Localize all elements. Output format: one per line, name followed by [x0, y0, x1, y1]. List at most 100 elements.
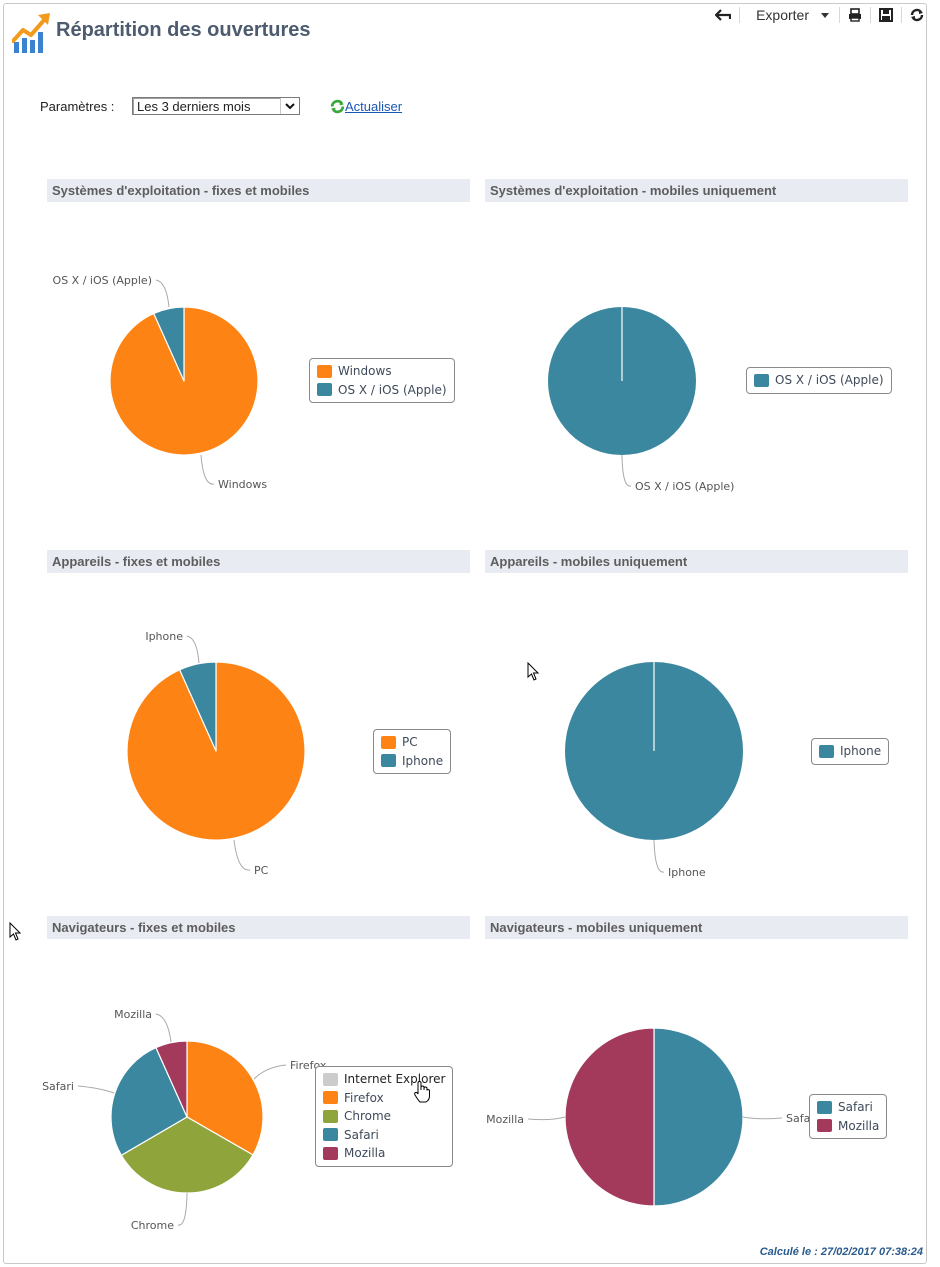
data-label: PC [254, 864, 269, 877]
toolbar-divider [901, 7, 902, 23]
refresh-link-label[interactable]: Actualiser [345, 98, 403, 114]
legend-browsers-mobile: Safari Mozilla [809, 1094, 888, 1139]
data-label-connector [253, 1064, 287, 1080]
pie-slice-mozilla[interactable] [155, 1040, 188, 1118]
toolbar-divider [739, 7, 741, 23]
data-label: Mozilla [486, 1113, 524, 1126]
data-label: Windows [218, 478, 267, 491]
toolbar: Exporter [707, 6, 924, 24]
data-label: OS X / iOS (Apple) [635, 480, 734, 493]
refresh-icon [910, 8, 924, 22]
data-label-connector [155, 279, 170, 308]
pie-slice-os-x-ios-apple-[interactable] [153, 306, 185, 382]
legend-item[interactable]: Iphone [381, 752, 443, 771]
back-button[interactable] [707, 6, 739, 24]
pie-slice-safari[interactable] [110, 1047, 188, 1156]
page-title: Répartition des ouvertures [56, 19, 311, 41]
save-icon [879, 8, 893, 22]
hand-pointer-icon [414, 1081, 430, 1103]
parameters-bar: Paramètres : Les 3 derniers mois Actuali… [40, 97, 402, 115]
legend-swatch [817, 1100, 832, 1114]
mouse-pointer-icon [9, 922, 22, 941]
period-select[interactable]: Les 3 derniers mois [132, 97, 300, 115]
legend-item[interactable]: OS X / iOS (Apple) [754, 371, 884, 390]
toolbar-divider [839, 7, 840, 23]
legend-item[interactable]: Safari [323, 1126, 445, 1145]
legend-swatch [754, 373, 769, 387]
legend-devices-all: PC Iphone [373, 729, 452, 774]
refresh-link[interactable]: Actualiser [330, 99, 402, 114]
legend-swatch [323, 1072, 338, 1086]
legend-item[interactable]: PC [381, 733, 443, 752]
data-label: Safari [42, 1080, 74, 1093]
legend-item[interactable]: Safari [817, 1098, 879, 1117]
legend-item[interactable]: OS X / iOS (Apple) [317, 381, 447, 400]
legend-swatch [317, 364, 332, 378]
legend-swatch [323, 1128, 338, 1142]
refresh-green-icon [330, 99, 345, 113]
data-label-connector [621, 454, 632, 487]
pie-group-0: Windows OS X / iOS (Apple) [53, 274, 268, 491]
panel-title-os-all: Systèmes d'exploitation - fixes et mobil… [47, 179, 470, 202]
legend-swatch [317, 383, 332, 397]
pie-slice-chrome[interactable] [120, 1116, 254, 1194]
data-label-connector [186, 635, 200, 664]
back-arrow-icon [715, 9, 732, 21]
legend-item[interactable]: Chrome [323, 1107, 445, 1126]
mouse-pointer-icon [527, 662, 540, 681]
data-label-connector [77, 1085, 115, 1094]
reload-button[interactable] [902, 6, 924, 24]
save-button[interactable] [871, 6, 901, 24]
legend-item[interactable]: Firefox [323, 1089, 445, 1108]
legend-label: PC [402, 735, 418, 750]
chart-growth-icon [12, 13, 50, 53]
data-label-connector [653, 839, 665, 873]
period-select-value: Les 3 derniers mois [137, 99, 251, 114]
data-label: OS X / iOS (Apple) [53, 274, 152, 287]
pie-group-2: PC Iphone [126, 630, 306, 877]
pie-group-3: Iphone [565, 662, 743, 879]
pie-slice-iphone[interactable] [179, 661, 217, 752]
legend-swatch [381, 754, 396, 768]
legend-browsers-all: Internet Explorer Firefox Chrome Safari Mozi… [315, 1066, 454, 1167]
pie-slice-firefox[interactable] [186, 1040, 264, 1156]
legend-label: Mozilla [838, 1118, 880, 1133]
export-dropdown[interactable]: Exporter [740, 6, 839, 24]
legend-item[interactable]: Mozilla [817, 1117, 879, 1136]
legend-label: Safari [344, 1127, 379, 1142]
legend-swatch [381, 735, 396, 749]
legend-item[interactable]: Windows [317, 362, 447, 381]
legend-swatch [819, 744, 834, 758]
legend-label: Iphone [402, 753, 444, 768]
toolbar-divider [870, 7, 871, 23]
legend-label: OS X / iOS (Apple) [775, 373, 884, 388]
panel-title-devices-all: Appareils - fixes et mobiles [47, 550, 470, 573]
data-label-connector [527, 1116, 566, 1121]
pie-group-1: OS X / iOS (Apple) [548, 307, 734, 493]
print-icon [849, 8, 861, 22]
data-label-connector [200, 454, 215, 485]
data-label-connector [155, 1013, 172, 1043]
pie-slice-safari[interactable] [653, 1027, 744, 1207]
computed-timestamp: Calculé le : 27/02/2017 07:38:24 [759, 1246, 923, 1258]
legend-swatch [323, 1146, 338, 1160]
data-label-connector [742, 1116, 783, 1120]
data-label: Iphone [668, 866, 706, 879]
parameters-label: Paramètres : [40, 98, 115, 114]
legend-swatch [817, 1119, 832, 1133]
print-button[interactable] [840, 6, 870, 24]
caret-down-icon [821, 12, 829, 18]
legend-item[interactable]: Iphone [819, 742, 881, 761]
data-label: Iphone [145, 630, 183, 643]
legend-label: OS X / iOS (Apple) [338, 382, 447, 397]
panel-title-browsers-all: Navigateurs - fixes et mobiles [47, 916, 470, 939]
pie-slice-mozilla[interactable] [564, 1027, 655, 1207]
legend-label: Iphone [840, 744, 882, 759]
data-label-connector [233, 839, 251, 871]
chevron-down-icon[interactable] [280, 98, 299, 114]
panel-title-devices-mobile: Appareils - mobiles uniquement [485, 550, 908, 573]
legend-item[interactable]: Mozilla [323, 1144, 445, 1163]
legend-os-all: Windows OS X / iOS (Apple) [309, 358, 455, 403]
